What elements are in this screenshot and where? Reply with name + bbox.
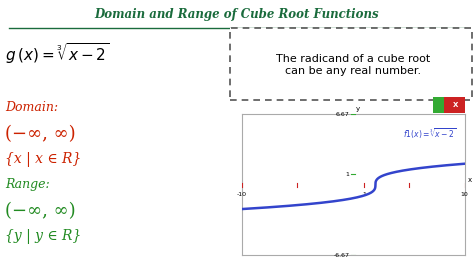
Text: ►: ►: [291, 102, 296, 108]
Text: x: x: [468, 177, 472, 183]
Text: *Doc: *Doc: [335, 101, 354, 110]
Text: -6.67: -6.67: [333, 253, 349, 258]
Text: 6.67: 6.67: [336, 112, 349, 117]
FancyBboxPatch shape: [433, 97, 456, 113]
Text: ◄: ◄: [251, 102, 256, 108]
Text: {x | x ∈ R}: {x | x ∈ R}: [5, 152, 81, 167]
Text: $f1(x)=\!\sqrt[3]{x-2}$: $f1(x)=\!\sqrt[3]{x-2}$: [403, 127, 457, 141]
Text: -10: -10: [237, 192, 247, 197]
Text: RAD: RAD: [413, 101, 429, 110]
Text: $g\,(x) = \sqrt[3]{x-2}$: $g\,(x) = \sqrt[3]{x-2}$: [5, 41, 109, 66]
Text: 10: 10: [461, 192, 468, 197]
Text: X: X: [453, 102, 458, 108]
Text: 1: 1: [346, 172, 349, 177]
Text: (−∞, ∞): (−∞, ∞): [5, 202, 75, 221]
Text: The radicand of a cube root
can be any real number.: The radicand of a cube root can be any r…: [276, 54, 430, 76]
Text: 1: 1: [362, 192, 366, 197]
FancyBboxPatch shape: [445, 97, 467, 113]
Text: Domain:: Domain:: [5, 101, 58, 114]
FancyBboxPatch shape: [230, 28, 472, 100]
Text: {y | y ∈ R}: {y | y ∈ R}: [5, 229, 81, 244]
Text: y: y: [356, 106, 360, 112]
Text: Domain and Range of Cube Root Functions: Domain and Range of Cube Root Functions: [95, 8, 379, 21]
Text: 1.1: 1.1: [268, 101, 282, 110]
Text: ▽: ▽: [357, 103, 362, 107]
Text: (−∞, ∞): (−∞, ∞): [5, 125, 75, 143]
Text: Range:: Range:: [5, 178, 49, 191]
